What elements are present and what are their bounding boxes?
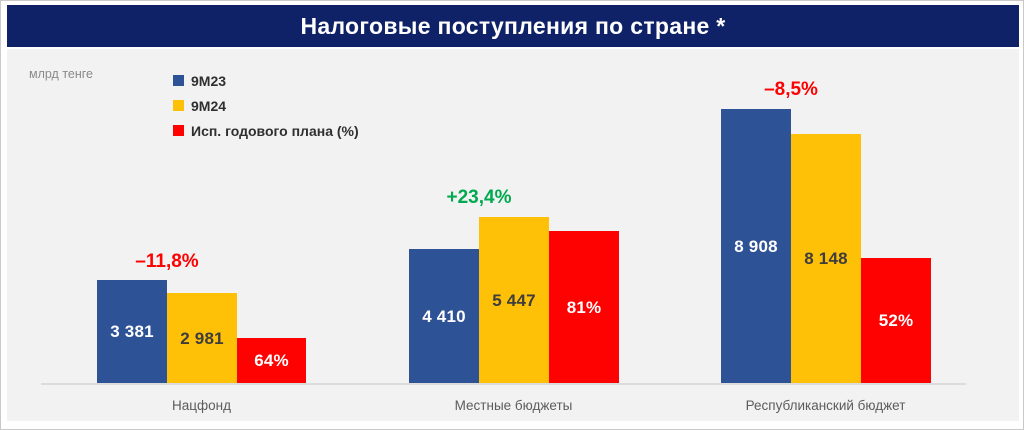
legend-item-9m23: 9М23 bbox=[173, 72, 359, 89]
legend: 9М23 9М24 Исп. годового плана (%) bbox=[173, 72, 359, 147]
bar-9m23-republican-budget: 8 908 bbox=[721, 109, 791, 384]
chart-title: Налоговые поступления по стране * bbox=[300, 13, 726, 39]
change-label-natsfond: –11,8% bbox=[135, 251, 199, 272]
x-axis-baseline bbox=[41, 383, 966, 385]
change-label-republican-budget: –8,5% bbox=[764, 79, 818, 100]
bar-9m24-natsfond: 2 981 bbox=[167, 293, 237, 384]
legend-label-9m24: 9М24 bbox=[191, 97, 227, 114]
bar-plan-natsfond: 64% bbox=[237, 338, 306, 384]
bar-plan-republican-budget: 52% bbox=[861, 258, 931, 384]
legend-item-9m24: 9М24 bbox=[173, 97, 359, 114]
bar-9m24-republican-budget: 8 148 bbox=[791, 134, 861, 384]
change-label-local-budgets: +23,4% bbox=[446, 187, 512, 208]
category-label-local-budgets: Местные бюджеты bbox=[454, 398, 573, 413]
legend-label-plan: Исп. годового плана (%) bbox=[191, 122, 359, 139]
legend-swatch-plan bbox=[173, 125, 184, 136]
bar-9m23-local-budgets: 4 410 bbox=[409, 249, 479, 384]
legend-label-9m23: 9М23 bbox=[191, 72, 227, 89]
legend-item-plan: Исп. годового плана (%) bbox=[173, 122, 359, 139]
bar-plan-local-budgets: 81% bbox=[549, 231, 619, 384]
legend-swatch-9m23 bbox=[173, 75, 184, 86]
legend-swatch-9m24 bbox=[173, 100, 184, 111]
category-label-natsfond: Нацфонд bbox=[172, 398, 231, 413]
unit-label: млрд тенге bbox=[29, 67, 93, 81]
chart-title-bar: Налоговые поступления по стране * bbox=[7, 5, 1019, 47]
bar-9m24-local-budgets: 5 447 bbox=[479, 217, 549, 384]
category-label-republican-budget: Республиканский бюджет bbox=[745, 398, 906, 413]
bar-9m23-natsfond: 3 381 bbox=[97, 280, 167, 384]
